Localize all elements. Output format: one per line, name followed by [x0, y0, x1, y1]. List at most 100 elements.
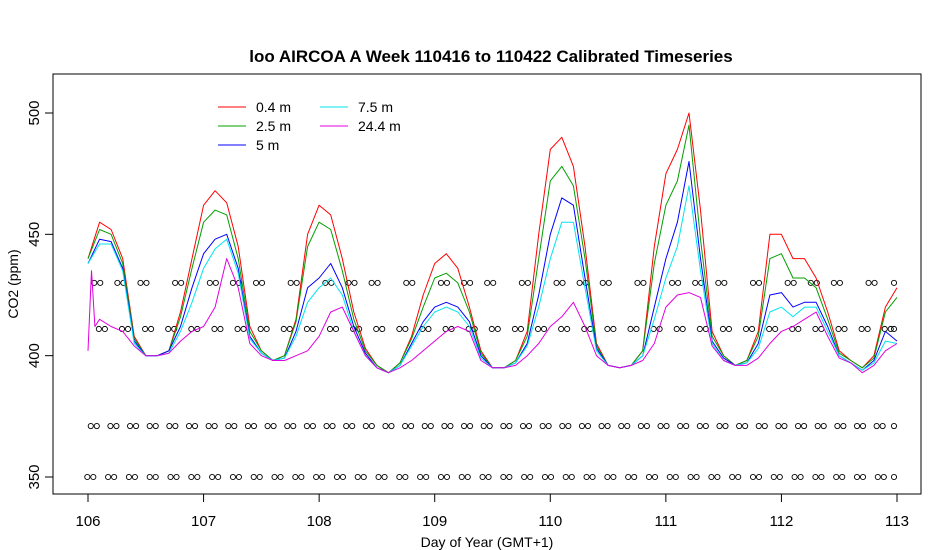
marker-row1-0a [95, 325, 102, 333]
marker-row1-31a [812, 325, 819, 333]
marker-row3-7b [235, 473, 242, 481]
marker-row1-23b [633, 325, 640, 333]
marker-row3-30b [714, 473, 721, 481]
marker-row3-2b [131, 473, 138, 481]
y-axis-label: CO2 (ppm) [5, 249, 21, 318]
marker-row0-26b [836, 279, 843, 286]
marker-row3-13a [354, 473, 361, 481]
marker-row2-7b [231, 422, 238, 430]
marker-row1-3a [165, 325, 172, 333]
x-axis-label: Day of Year (GMT+1) [421, 534, 554, 550]
marker-row1-33a [858, 325, 865, 333]
marker-row1-2a [142, 325, 149, 333]
marker-row0-7b [293, 279, 300, 286]
marker-row2-23a [539, 422, 546, 430]
marker-row3-8a [250, 473, 257, 481]
marker-row2-19b [467, 422, 474, 430]
marker-row3-4b [173, 473, 180, 481]
marker-row2-4a [166, 422, 173, 430]
marker-row0-22b [721, 279, 728, 286]
marker-row2-8b [250, 422, 258, 430]
marker-row2-18a [441, 422, 448, 430]
marker-row3-23b [568, 473, 575, 481]
marker-row3-34b [797, 473, 804, 481]
marker-row0-18a [599, 279, 606, 286]
marker-row2-28b [643, 422, 650, 430]
marker-row1-15b [448, 325, 455, 333]
marker-row2-29b [663, 422, 670, 430]
marker-row2-41a [890, 422, 898, 430]
marker-row0-27a [865, 279, 872, 286]
marker-row1-7a [257, 325, 264, 333]
marker-row2-5b [191, 422, 199, 430]
marker-row2-1b [113, 422, 120, 430]
marker-row3-1a [105, 473, 112, 481]
marker-row2-31b [702, 422, 709, 430]
marker-row2-21b [506, 422, 513, 430]
marker-row2-23b [545, 422, 552, 430]
marker-row3-31b [735, 473, 742, 481]
marker-row0-11a [403, 279, 410, 286]
marker-row3-31a [729, 473, 736, 481]
marker-row3-14a [375, 473, 382, 481]
marker-row3-23a [562, 473, 569, 481]
marker-row1-22b [610, 325, 617, 333]
marker-row3-12a [333, 473, 340, 481]
marker-row2-14b [368, 422, 375, 430]
marker-row3-30a [708, 473, 715, 481]
marker-row3-19a [479, 473, 486, 481]
marker-row2-24b [565, 422, 572, 430]
marker-row2-37b [820, 422, 827, 430]
marker-row1-13b [402, 325, 409, 333]
marker-row0-26a [830, 279, 837, 286]
marker-row0-11b [409, 279, 416, 286]
marker-row2-12b [329, 422, 336, 430]
marker-row3-11a [313, 473, 320, 481]
marker-row1-25a [673, 325, 680, 333]
x-tick-label-107: 107 [191, 513, 216, 530]
marker-row2-17a [421, 422, 428, 430]
marker-row1-29a [766, 325, 773, 333]
marker-row3-35a [812, 473, 819, 481]
marker-row2-21a [500, 422, 507, 430]
marker-row1-21a [581, 325, 588, 333]
marker-row1-9a [303, 325, 310, 333]
marker-row2-6a [205, 422, 212, 430]
marker-row1-6a [234, 325, 241, 333]
marker-row1-6b [240, 325, 247, 333]
marker-row3-25a [604, 473, 611, 481]
marker-row1-12a [373, 325, 380, 333]
marker-row0-20b [675, 279, 682, 286]
marker-row0-14a [484, 279, 491, 286]
marker-row3-2a [125, 473, 132, 481]
marker-row3-38a [874, 473, 881, 481]
marker-row1-9b [309, 325, 316, 333]
y-tick-label-350: 350 [26, 464, 43, 489]
marker-row2-37a [814, 422, 821, 430]
marker-row2-29a [657, 422, 664, 430]
marker-row0-15a [518, 279, 525, 286]
x-tick-label-109: 109 [422, 513, 447, 530]
chart-title: loo AIRCOA A Week 110416 to 110422 Calib… [249, 47, 732, 66]
marker-row2-13a [343, 422, 350, 430]
marker-row1-11b [356, 325, 363, 333]
marker-row2-9b [270, 422, 277, 430]
marker-row3-16b [423, 473, 430, 481]
marker-row2-3b [152, 422, 159, 430]
marker-row3-0b [90, 473, 97, 481]
marker-row1-32b [841, 325, 848, 333]
marker-row1-14b [425, 325, 432, 333]
marker-row2-20b [486, 422, 493, 430]
marker-row2-19a [461, 422, 468, 430]
marker-row2-39a [853, 422, 861, 430]
y-tick-label-400: 400 [26, 343, 43, 368]
marker-row3-0a [84, 473, 91, 481]
marker-row0-0b [97, 279, 104, 286]
marker-row3-14b [381, 473, 388, 481]
marker-row2-35a [775, 422, 782, 430]
marker-row3-37a [853, 473, 861, 481]
marker-row3-8b [256, 473, 263, 481]
marker-row2-22a [519, 422, 527, 430]
marker-row2-25b [584, 422, 592, 430]
marker-row2-31a [696, 422, 703, 430]
